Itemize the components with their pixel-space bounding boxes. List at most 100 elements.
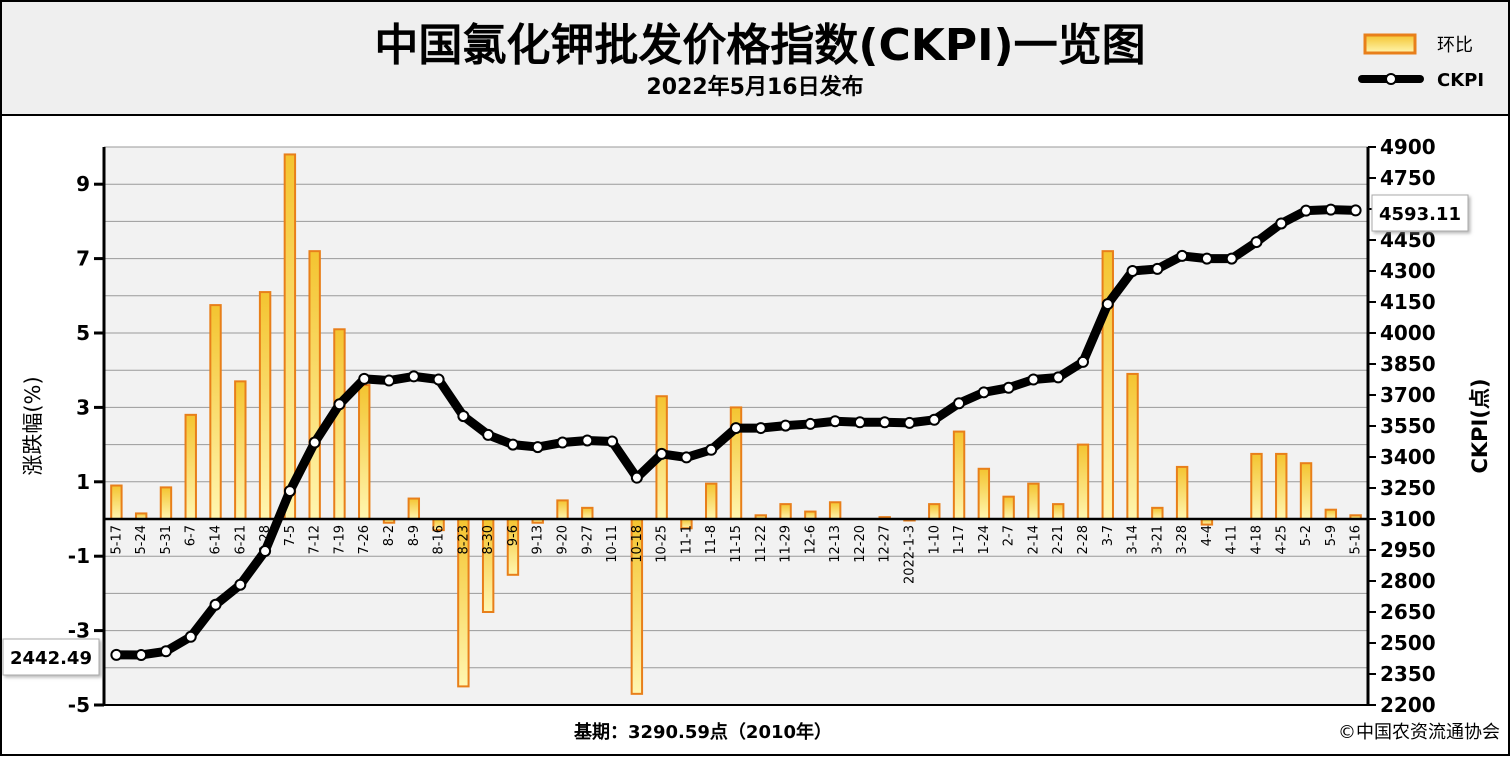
ckpi-point-4-11 (1225, 252, 1238, 265)
ckpi-point-2-28 (1076, 355, 1089, 368)
ckpi-point-9-27 (581, 434, 594, 447)
x-tick-label: 7-26 (357, 525, 372, 555)
x-axis-tick-labels: 5-17 5-24 5-31 6-7 6-14 6-21 6-28 7-5 7-12 7-19 7-… (109, 525, 1363, 584)
bar-2-7 (1002, 495, 1015, 520)
ckpi-point-2-7 (1002, 381, 1015, 394)
ckpi-point-1-24 (977, 386, 990, 399)
chart-title: 中国氯化钾批发价格指数(CKPI)一览图 (374, 20, 1145, 71)
x-tick-label: 11-8 (704, 525, 719, 555)
ckpi-point-3-14 (1126, 265, 1139, 277)
header-band (0, 0, 1510, 116)
ckpi-point-9-13 (531, 441, 544, 454)
bar-7-19 (333, 328, 346, 520)
ckpi-point-10-18 (630, 471, 643, 484)
ckpi-point-11-1 (680, 451, 693, 464)
x-tick-label: 5-9 (1324, 525, 1339, 546)
ckpi-point-2-21 (1052, 371, 1065, 384)
bar-6-7 (184, 413, 197, 520)
ckpi-point-11-15 (730, 422, 742, 435)
ckpi-line-series (110, 203, 1362, 661)
ckpi-point-12-27 (878, 416, 891, 429)
ckpi-point-3-21 (1151, 262, 1164, 275)
x-tick-label: 1-10 (927, 525, 942, 555)
x-tick-label: 8-23 (456, 525, 471, 555)
left-tick-label: 7 (76, 247, 90, 271)
x-tick-label: 11-15 (729, 525, 744, 563)
ckpi-point-1-17 (953, 397, 966, 410)
ckpi-point-4-4 (1200, 252, 1213, 265)
ckpi-point-5-16 (1349, 204, 1362, 217)
base-note: 基期：3290.59点（2010年） (573, 721, 832, 743)
x-tick-label: 12-27 (878, 525, 893, 563)
bar-6-21 (234, 380, 247, 520)
ckpi-point-1-10 (928, 413, 941, 426)
x-tick-label: 5-31 (159, 525, 174, 555)
ckpi-point-7-12 (308, 436, 321, 449)
right-tick-label: 2200 (1380, 693, 1436, 717)
ckpi-point-8-16 (432, 373, 445, 386)
bar-6-28 (258, 291, 272, 520)
bar-6-14 (209, 304, 222, 520)
first-value-callout (2, 638, 100, 676)
x-tick-label: 6-14 (209, 525, 224, 555)
ckpi-point-11-8 (705, 443, 718, 456)
bar-3-7 (1101, 250, 1114, 520)
legend-bar-label: 环比 (1437, 35, 1473, 56)
left-axis-ticks: 9 7 5 3 1 -1 -3 -5 (68, 172, 104, 717)
bar-5-31 (159, 486, 173, 521)
right-tick-label: 3400 (1380, 445, 1436, 469)
x-tick-label: 2-7 (1002, 525, 1017, 546)
ckpi-point-9-6 (506, 438, 519, 451)
bar-5-9 (1324, 508, 1338, 521)
bar-4-18 (1250, 452, 1263, 520)
bar-9-27 (581, 506, 594, 520)
legend-bar-swatch (1363, 33, 1417, 55)
right-tick-label: 4750 (1380, 166, 1436, 190)
ckpi-point-5-9 (1324, 203, 1337, 216)
right-tick-label: 4150 (1380, 290, 1436, 314)
legend-line-label: CKPI (1437, 70, 1484, 91)
right-tick-label: 2350 (1380, 662, 1436, 686)
ckpi-point-3-7 (1101, 298, 1114, 311)
copyright: ©中国农资流通协会 (1338, 722, 1500, 743)
chart-subtitle: 2022年5月16日发布 (646, 74, 863, 100)
right-tick-label: 2950 (1380, 538, 1436, 562)
x-tick-label: 9-20 (556, 525, 571, 555)
x-tick-label: 5-2 (1299, 525, 1314, 546)
ckpi-point-5-2 (1300, 204, 1313, 217)
ckpi-point-2022-1-3 (903, 416, 916, 429)
bar-7-5 (283, 153, 297, 520)
x-tick-label: 4-18 (1249, 525, 1264, 555)
x-tick-label: 12-13 (828, 525, 843, 563)
bar-7-12 (308, 250, 321, 520)
ckpi-point-11-29 (779, 419, 792, 432)
legend-line-marker (1385, 73, 1397, 85)
right-tick-label: 4300 (1380, 259, 1436, 283)
left-axis-title: 涨跌幅(%) (21, 376, 45, 475)
bar-1-10 (928, 503, 941, 520)
x-tick-label: 2022-1-3 (902, 525, 917, 584)
x-tick-label: 3-21 (1150, 525, 1165, 555)
ckpi-point-6-14 (209, 598, 222, 611)
ckpi-point-7-19 (333, 398, 346, 411)
bar-5-17 (110, 484, 123, 520)
legend: 环比 CKPI (1358, 33, 1484, 91)
x-tick-label: 2-14 (1026, 525, 1041, 555)
ckpi-point-12-20 (853, 416, 866, 429)
x-tick-label: 11-29 (779, 525, 794, 563)
bar-3-28 (1175, 465, 1189, 521)
last-value-callout (1371, 194, 1469, 232)
bar-7-26 (358, 384, 371, 520)
left-tick-label: -1 (68, 544, 90, 568)
x-tick-label: 9-13 (531, 525, 546, 555)
right-tick-label: 3550 (1380, 414, 1436, 438)
ckpi-point-4-25 (1275, 217, 1288, 230)
first-value-box (2, 638, 100, 676)
x-tick-label: 8-9 (407, 525, 422, 546)
x-tick-label: 5-17 (109, 525, 124, 555)
ckpi-point-4-18 (1250, 236, 1263, 249)
left-tick-label: -3 (68, 619, 90, 643)
left-tick-label: -5 (68, 693, 90, 717)
x-tick-label: 11-22 (754, 525, 769, 563)
